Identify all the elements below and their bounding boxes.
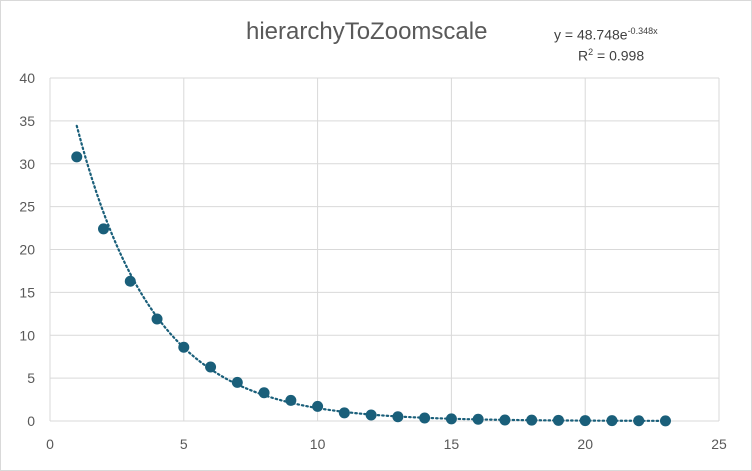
tick-labels: 0 5 10 15 20 25 30 35 40 0 5 10 15 20 25 (19, 70, 727, 452)
data-point (312, 400, 324, 412)
r-squared-value: = 0.998 (593, 47, 645, 64)
y-tick-label: 30 (19, 156, 35, 172)
y-tick-label: 10 (19, 327, 35, 343)
data-point (205, 361, 217, 373)
data-point (659, 415, 671, 427)
data-point (419, 412, 431, 424)
y-tick-label: 5 (27, 370, 35, 386)
y-tick-label: 35 (19, 113, 35, 129)
x-tick-label: 10 (310, 436, 326, 452)
x-tick-label: 5 (180, 436, 188, 452)
chart-title: hierarchyToZoomscale (246, 18, 488, 45)
y-tick-label: 40 (19, 70, 35, 86)
gridlines (49, 77, 720, 422)
data-point (552, 414, 564, 426)
data-point (98, 223, 110, 235)
data-point (392, 411, 404, 423)
data-point (71, 151, 83, 163)
data-point (338, 407, 350, 419)
data-point (231, 376, 243, 388)
data-point (445, 413, 457, 425)
y-tick-label: 20 (19, 242, 35, 258)
trendline (75, 124, 667, 422)
data-point (526, 414, 538, 426)
data-points (71, 151, 671, 427)
data-point (633, 415, 645, 427)
data-point (151, 313, 163, 325)
y-tick-label: 0 (27, 413, 35, 429)
trendline-path (75, 124, 667, 422)
data-point (365, 409, 377, 421)
data-point (285, 394, 297, 406)
x-tick-label: 20 (577, 436, 593, 452)
x-tick-label: 0 (46, 436, 54, 452)
trendline-equation-prefix: y = 48.748e (554, 26, 628, 43)
data-point (258, 387, 270, 399)
x-tick-label: 15 (444, 436, 460, 452)
r-squared-exponent: 2 (588, 47, 594, 57)
data-point (178, 341, 190, 353)
data-point (472, 413, 484, 425)
trendline-equation: y = 48.748e-0.348x (554, 26, 658, 43)
trendline-equation-exponent: -0.348x (627, 26, 658, 36)
data-point (579, 415, 591, 427)
y-tick-label: 25 (19, 199, 35, 215)
data-point (606, 415, 618, 427)
y-tick-label: 15 (19, 284, 35, 300)
trendline-r-squared: R2 = 0.998 (578, 47, 644, 64)
data-point (124, 275, 136, 287)
data-point (499, 414, 511, 426)
r-squared-prefix: R (578, 47, 589, 64)
x-tick-label: 25 (711, 436, 727, 452)
